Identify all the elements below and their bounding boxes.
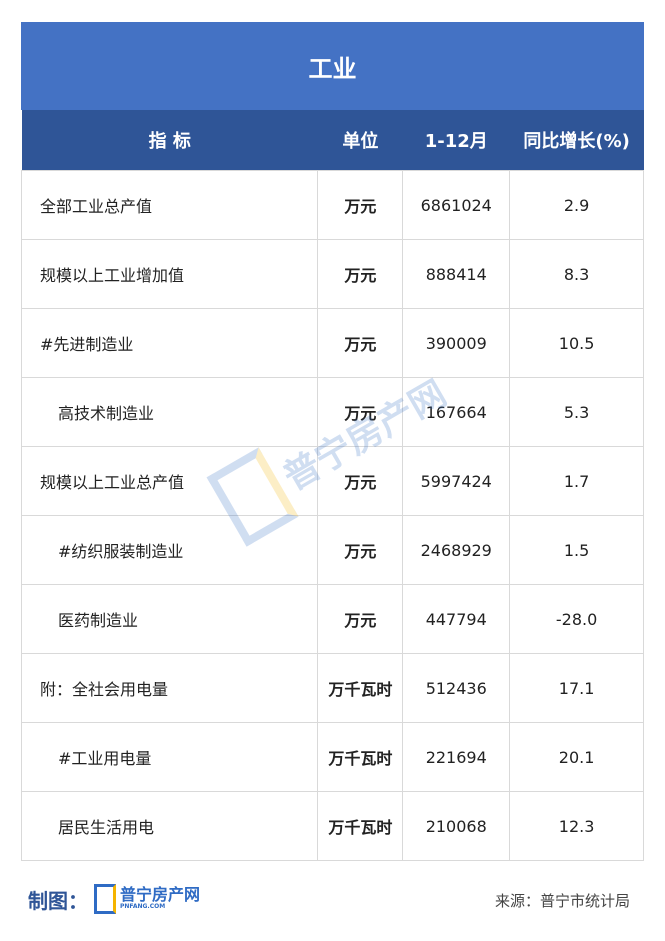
header-indicator: 指 标 xyxy=(21,110,318,171)
header-period: 1-12月 xyxy=(402,110,510,171)
logo-domain: PNFANG.COM xyxy=(120,903,166,910)
cell-indicator: 全部工业总产值 xyxy=(20,170,319,240)
table-row: 居民生活用电 万千瓦时 210068 12.3 xyxy=(20,791,644,861)
cell-value: 888414 xyxy=(402,239,511,309)
cell-indicator: 规模以上工业总产值 xyxy=(20,446,319,516)
header-growth: 同比增长(%) xyxy=(509,110,644,171)
cell-unit: 万元 xyxy=(317,377,404,447)
cell-value: 512436 xyxy=(402,653,511,723)
cell-growth: 1.5 xyxy=(509,515,644,585)
cell-indicator: 居民生活用电 xyxy=(20,791,319,861)
table-row: #工业用电量 万千瓦时 221694 20.1 xyxy=(20,722,644,792)
cell-unit: 万元 xyxy=(317,515,404,585)
cell-unit: 万元 xyxy=(317,308,404,378)
table-row: 规模以上工业总产值 万元 5997424 1.7 xyxy=(20,446,644,516)
cell-value: 167664 xyxy=(402,377,511,447)
table-row: #纺织服装制造业 万元 2468929 1.5 xyxy=(20,515,644,585)
cell-growth: -28.0 xyxy=(509,584,644,654)
data-table: 指 标 单位 1-12月 同比增长(%) 全部工业总产值 万元 6861024 2.9… xyxy=(20,110,644,861)
credit: 制图： 普宁房产网 PNFANG.COM xyxy=(28,884,200,914)
cell-growth: 8.3 xyxy=(509,239,644,309)
cell-unit: 万元 xyxy=(317,239,404,309)
table-row: 医药制造业 万元 447794 -28.0 xyxy=(20,584,644,654)
cell-indicator: #工业用电量 xyxy=(20,722,319,792)
header-row: 指 标 单位 1-12月 同比增长(%) xyxy=(21,110,644,171)
cell-value: 390009 xyxy=(402,308,511,378)
cell-growth: 17.1 xyxy=(509,653,644,723)
made-by-label: 制图： xyxy=(28,888,88,913)
brand-logo: 普宁房产网 PNFANG.COM xyxy=(94,884,200,914)
table-row: 全部工业总产值 万元 6861024 2.9 xyxy=(20,170,644,240)
cell-unit: 万元 xyxy=(317,584,404,654)
cell-indicator: #纺织服装制造业 xyxy=(20,515,319,585)
house-logo-icon xyxy=(94,884,116,914)
cell-value: 6861024 xyxy=(402,170,511,240)
source-note: 来源：普宁市统计局 xyxy=(494,892,630,910)
cell-unit: 万千瓦时 xyxy=(317,791,404,861)
table-row: 附：全社会用电量 万千瓦时 512436 17.1 xyxy=(20,653,644,723)
cell-value: 447794 xyxy=(402,584,511,654)
cell-value: 221694 xyxy=(402,722,511,792)
cell-unit: 万千瓦时 xyxy=(317,722,404,792)
cell-growth: 12.3 xyxy=(509,791,644,861)
cell-growth: 20.1 xyxy=(509,722,644,792)
cell-growth: 1.7 xyxy=(509,446,644,516)
cell-unit: 万千瓦时 xyxy=(317,653,404,723)
cell-growth: 10.5 xyxy=(509,308,644,378)
cell-growth: 5.3 xyxy=(509,377,644,447)
logo-name: 普宁房产网 xyxy=(120,885,201,904)
table-row: 高技术制造业 万元 167664 5.3 xyxy=(20,377,644,447)
header-unit: 单位 xyxy=(317,110,403,171)
cell-indicator: #先进制造业 xyxy=(20,308,319,378)
table-row: #先进制造业 万元 390009 10.5 xyxy=(20,308,644,378)
cell-value: 210068 xyxy=(402,791,511,861)
cell-indicator: 医药制造业 xyxy=(20,584,319,654)
table-title: 工业 xyxy=(21,22,644,110)
cell-unit: 万元 xyxy=(317,170,404,240)
cell-indicator: 高技术制造业 xyxy=(20,377,319,447)
cell-indicator: 规模以上工业增加值 xyxy=(20,239,319,309)
table-row: 规模以上工业增加值 万元 888414 8.3 xyxy=(20,239,644,309)
cell-unit: 万元 xyxy=(317,446,404,516)
cell-indicator: 附：全社会用电量 xyxy=(20,653,319,723)
cell-value: 2468929 xyxy=(402,515,511,585)
cell-growth: 2.9 xyxy=(509,170,644,240)
cell-value: 5997424 xyxy=(402,446,511,516)
